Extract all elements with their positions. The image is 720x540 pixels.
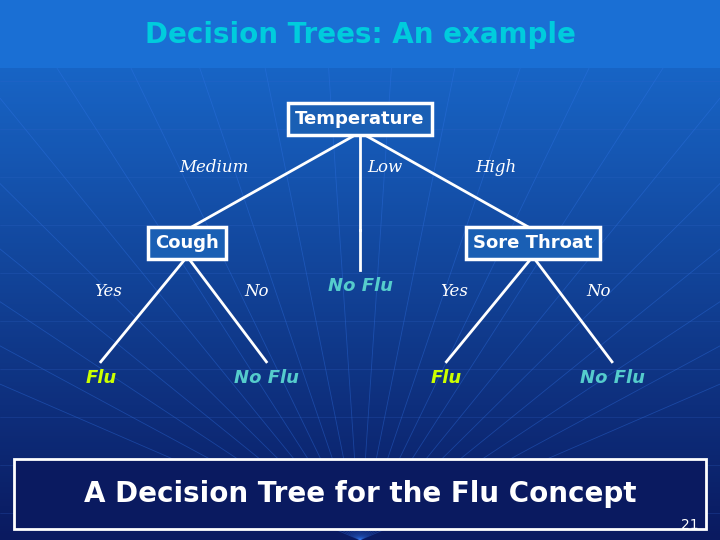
Text: Flu: Flu (431, 369, 462, 387)
Text: Low: Low (367, 159, 402, 176)
Text: Decision Trees: An example: Decision Trees: An example (145, 21, 575, 49)
Text: Sore Throat: Sore Throat (473, 234, 593, 252)
Text: No Flu: No Flu (328, 277, 392, 295)
FancyBboxPatch shape (0, 0, 720, 68)
FancyBboxPatch shape (14, 459, 706, 529)
Text: No: No (587, 283, 611, 300)
Text: No: No (245, 283, 269, 300)
Text: No Flu: No Flu (580, 369, 644, 387)
Text: 21: 21 (681, 518, 698, 532)
Text: Yes: Yes (440, 283, 468, 300)
Text: Temperature: Temperature (295, 110, 425, 128)
Text: Cough: Cough (156, 234, 219, 252)
Text: No Flu: No Flu (234, 369, 299, 387)
Text: Yes: Yes (94, 283, 122, 300)
Text: A Decision Tree for the Flu Concept: A Decision Tree for the Flu Concept (84, 480, 636, 508)
Text: Flu: Flu (85, 369, 117, 387)
Text: A Decision Tree for the Flu Concept: A Decision Tree for the Flu Concept (84, 480, 636, 508)
Text: High: High (475, 159, 516, 176)
Text: Medium: Medium (179, 159, 248, 176)
